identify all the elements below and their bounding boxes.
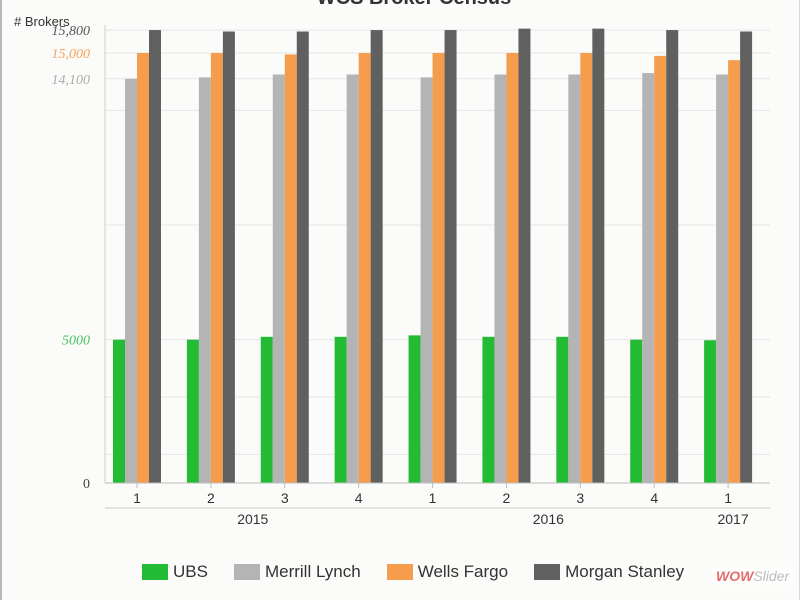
bar-merrill-lynch bbox=[198, 77, 211, 483]
bar-wells-fargo bbox=[506, 53, 519, 483]
x-tick-label: 1 bbox=[133, 490, 141, 506]
bar-morgan-stanley bbox=[370, 30, 383, 484]
bar-merrill-lynch bbox=[125, 78, 137, 484]
bar-ubs bbox=[556, 336, 569, 483]
year-label: 2017 bbox=[717, 511, 748, 527]
x-tick-label: 4 bbox=[650, 490, 658, 506]
watermark-logo[interactable]: WOWSlider bbox=[712, 567, 794, 585]
y-tick-label: 14,100 bbox=[52, 73, 91, 88]
bar-ubs bbox=[113, 339, 125, 483]
x-tick-label: 1 bbox=[724, 490, 732, 506]
bar-ubs bbox=[334, 336, 347, 483]
bar-wells-fargo bbox=[137, 53, 149, 483]
bar-wells-fargo bbox=[654, 55, 667, 483]
bar-merrill-lynch bbox=[568, 74, 581, 483]
bar-ubs bbox=[482, 336, 495, 483]
legend-swatch-wells-fargo bbox=[386, 564, 413, 580]
watermark-accent: WOW bbox=[716, 568, 754, 584]
bar-morgan-stanley bbox=[444, 30, 457, 484]
bar-ubs bbox=[260, 336, 273, 483]
watermark-rest: Slider bbox=[753, 568, 790, 584]
bar-merrill-lynch bbox=[642, 73, 655, 484]
bar-morgan-stanley bbox=[740, 31, 753, 483]
legend-label: UBS bbox=[173, 562, 208, 581]
bar-merrill-lynch bbox=[272, 74, 285, 483]
y-tick-label: 0 bbox=[83, 477, 90, 492]
y-tick-label: 5000 bbox=[62, 334, 90, 349]
year-label: 2016 bbox=[533, 511, 564, 527]
legend-swatch-merrill-lynch bbox=[233, 564, 260, 580]
legend-swatch-morgan-stanley bbox=[534, 564, 561, 580]
legend-item-merrill-lynch[interactable]: Merrill Lynch bbox=[233, 562, 361, 582]
bar-ubs bbox=[704, 340, 717, 483]
legend-swatch-ubs bbox=[142, 564, 168, 580]
bar-morgan-stanley bbox=[666, 30, 679, 484]
bar-ubs bbox=[630, 339, 643, 483]
x-tick-label: 2 bbox=[207, 490, 215, 506]
bar-merrill-lynch bbox=[346, 74, 359, 483]
legend-label: Morgan Stanley bbox=[565, 562, 685, 581]
legend-item-wells-fargo[interactable]: Wells Fargo bbox=[386, 562, 509, 582]
bar-morgan-stanley bbox=[149, 30, 161, 484]
year-label: 2015 bbox=[237, 511, 268, 527]
x-tick-label: 3 bbox=[281, 490, 289, 506]
legend-item-ubs[interactable]: UBS bbox=[142, 562, 208, 582]
bar-ubs bbox=[186, 339, 199, 483]
bar-ubs bbox=[408, 335, 421, 483]
legend: UBS Merrill Lynch Wells Fargo Morgan Sta… bbox=[142, 562, 710, 582]
legend-label: Merrill Lynch bbox=[264, 562, 361, 581]
bar-wells-fargo bbox=[358, 53, 371, 483]
y-tick-label: 15,000 bbox=[52, 47, 91, 62]
bar-morgan-stanley bbox=[222, 31, 235, 483]
bar-morgan-stanley bbox=[518, 28, 531, 484]
chart-title: WCS Broker Census bbox=[317, 0, 512, 9]
bar-merrill-lynch bbox=[420, 77, 433, 483]
legend-label: Wells Fargo bbox=[417, 562, 509, 581]
x-tick-label: 3 bbox=[576, 490, 584, 506]
y-axis-title: # Brokers bbox=[14, 14, 70, 29]
y-tick-label: 15,800 bbox=[52, 24, 91, 39]
bar-merrill-lynch bbox=[494, 74, 507, 483]
x-tick-label: 2 bbox=[503, 490, 511, 506]
bar-merrill-lynch bbox=[716, 74, 729, 483]
x-tick-label: 4 bbox=[355, 490, 363, 506]
bar-wells-fargo bbox=[284, 54, 297, 483]
bar-wells-fargo bbox=[210, 53, 223, 483]
bar-morgan-stanley bbox=[592, 28, 605, 484]
bar-morgan-stanley bbox=[296, 31, 309, 483]
x-tick-label: 1 bbox=[429, 490, 437, 506]
bar-wells-fargo bbox=[728, 60, 741, 484]
legend-item-morgan-stanley[interactable]: Morgan Stanley bbox=[534, 562, 684, 582]
bar-wells-fargo bbox=[432, 53, 445, 483]
bar-wells-fargo bbox=[580, 53, 593, 483]
